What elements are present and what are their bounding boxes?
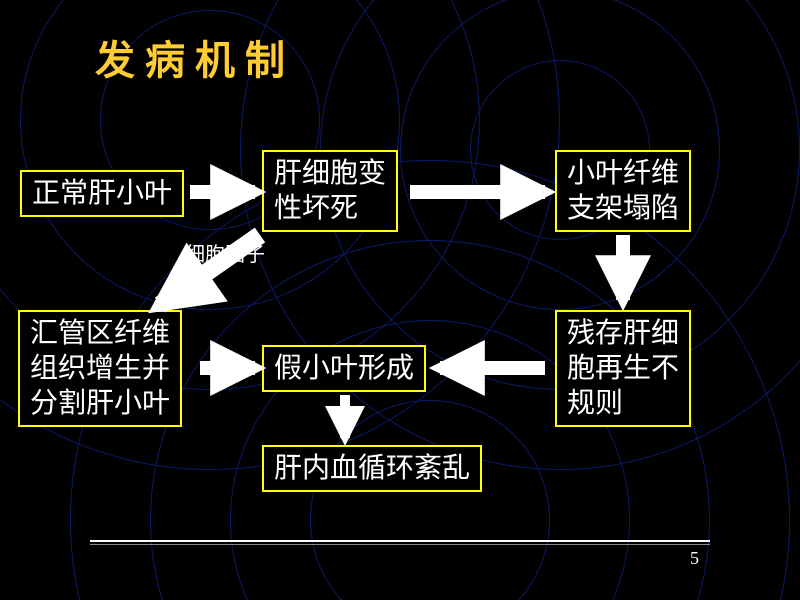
arrows-layer <box>0 0 800 600</box>
footer-rule <box>90 540 710 542</box>
footer-rule-thin <box>90 544 710 545</box>
slide-stage: 发病机制 发病机制 正常肝小叶 肝细胞变 性坏死 小叶纤维 支架塌陷 汇管区纤维… <box>0 0 800 600</box>
page-number: 5 <box>690 548 699 569</box>
